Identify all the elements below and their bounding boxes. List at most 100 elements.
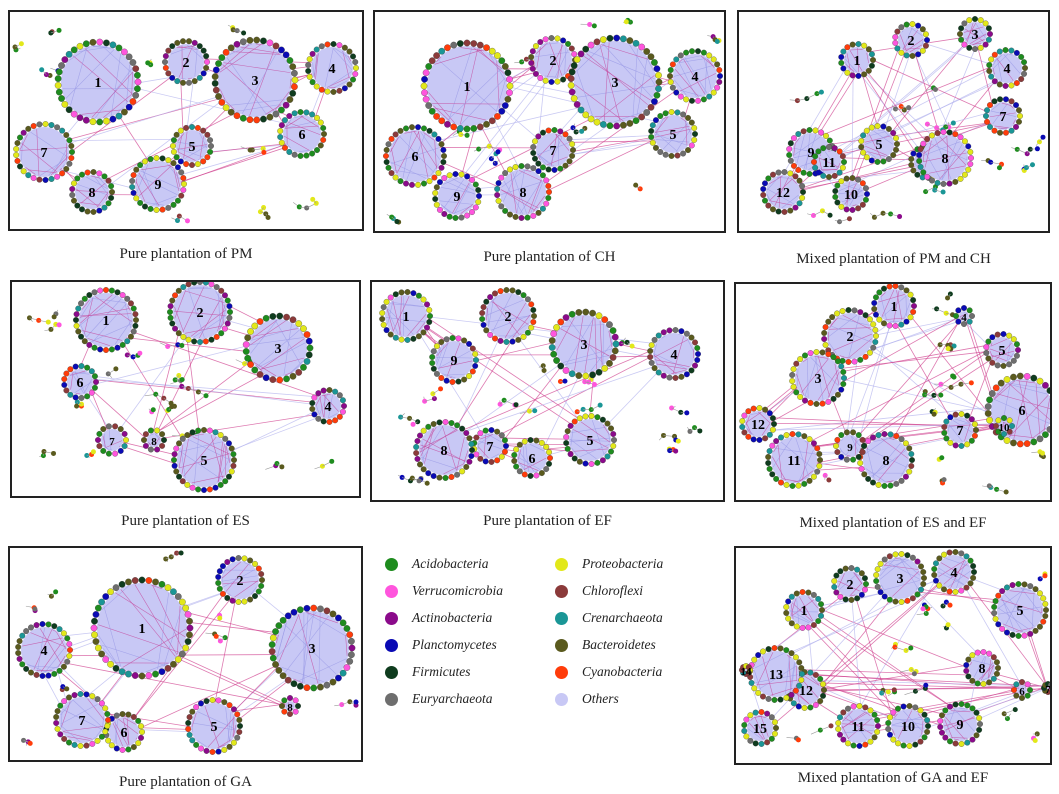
node	[787, 157, 794, 164]
node	[672, 375, 679, 381]
node	[936, 555, 943, 562]
intra-module-edge	[791, 599, 814, 617]
intra-module-edge	[538, 156, 541, 161]
node	[1013, 49, 1020, 56]
sub-node	[195, 389, 201, 395]
node	[30, 123, 37, 129]
module-fill	[992, 53, 1022, 83]
intra-module-edge	[390, 148, 397, 173]
module-label: 2	[183, 56, 190, 71]
intra-module-edge	[284, 624, 337, 675]
intra-module-edge	[827, 371, 840, 398]
node	[470, 125, 478, 132]
node	[771, 697, 778, 703]
node	[983, 349, 990, 356]
node	[466, 373, 472, 380]
node	[902, 440, 909, 447]
caption-ef: Pure plantation of EF	[483, 513, 612, 529]
node	[557, 165, 564, 172]
node	[438, 164, 445, 171]
node	[42, 121, 49, 127]
legend-label: Verrucomicrobia	[412, 583, 503, 598]
module: 4	[986, 47, 1028, 89]
intra-module-edge	[790, 598, 797, 616]
intra-module-edge	[896, 290, 903, 320]
node	[466, 458, 473, 465]
node	[747, 737, 754, 744]
node	[524, 214, 531, 221]
intra-module-edge	[902, 29, 919, 50]
intra-module-edge	[608, 432, 611, 442]
legend-swatch	[385, 665, 398, 679]
intra-module-edge	[432, 103, 502, 105]
node	[688, 119, 695, 126]
node	[74, 175, 81, 182]
node	[678, 328, 685, 335]
intra-module-edge	[838, 190, 863, 195]
node	[137, 199, 144, 206]
node	[450, 123, 458, 131]
node	[800, 169, 807, 176]
node	[758, 709, 765, 716]
node	[870, 434, 876, 441]
node	[647, 354, 654, 360]
intra-module-edge	[564, 47, 567, 74]
intra-module-edge	[989, 348, 1013, 357]
intra-module-edge	[244, 562, 251, 566]
node	[184, 432, 191, 439]
intra-module-edge	[707, 58, 715, 68]
intra-module-edge	[661, 335, 666, 339]
intra-module-edge	[101, 585, 129, 611]
node	[153, 207, 160, 213]
node	[842, 565, 849, 572]
module-fill	[285, 701, 295, 711]
node	[964, 441, 971, 448]
node	[818, 612, 824, 619]
node	[994, 331, 1001, 338]
intra-module-edge	[443, 177, 458, 185]
intra-module-edge	[839, 448, 843, 453]
intra-module-edge	[167, 163, 180, 180]
module: 10	[885, 703, 931, 749]
node	[197, 282, 203, 285]
intra-module-edge	[773, 444, 779, 453]
intra-module-edge	[87, 698, 105, 720]
intra-module-edge	[496, 60, 500, 108]
intra-module-edge	[434, 49, 482, 65]
node	[842, 596, 849, 603]
intra-module-edge	[483, 434, 487, 457]
sub-node	[945, 622, 951, 628]
node	[958, 25, 965, 32]
intra-module-edge	[981, 656, 986, 681]
node	[76, 114, 84, 122]
node	[921, 575, 927, 581]
node	[444, 120, 451, 128]
node	[197, 339, 203, 345]
intra-module-edge	[241, 51, 278, 114]
node	[234, 711, 241, 718]
node	[606, 321, 613, 328]
intra-module-edge	[249, 320, 286, 346]
node	[102, 656, 110, 663]
node	[800, 128, 807, 135]
node	[837, 714, 843, 721]
node	[813, 401, 820, 407]
node	[577, 50, 585, 58]
node	[251, 322, 259, 330]
node	[414, 455, 421, 462]
node	[564, 445, 571, 452]
node	[162, 64, 169, 71]
node	[755, 652, 762, 659]
node	[421, 89, 428, 97]
sub-node	[562, 378, 568, 384]
intra-module-edge	[98, 635, 118, 665]
node	[886, 553, 893, 560]
inter-module-edge	[900, 303, 1003, 431]
node	[943, 435, 950, 442]
intra-module-edge	[564, 355, 610, 365]
node	[1017, 113, 1023, 119]
module-label: 6	[1019, 404, 1026, 419]
node	[213, 333, 220, 340]
intra-module-edge	[314, 54, 318, 78]
